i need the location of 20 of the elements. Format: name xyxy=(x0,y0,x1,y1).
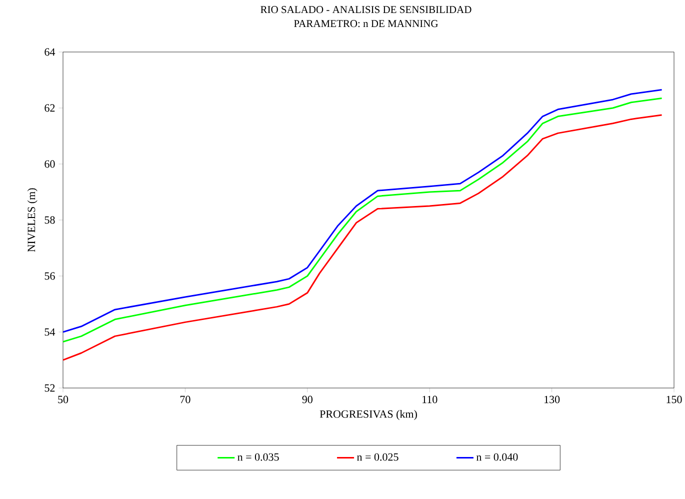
y-tick-label: 60 xyxy=(44,160,55,168)
y-tick-label: 52 xyxy=(44,384,55,392)
y-axis-title: NIVELES (m) xyxy=(27,188,38,252)
legend-label: n = 0.035 xyxy=(238,453,279,461)
y-tick-label: 62 xyxy=(44,104,55,112)
legend-label: n = 0.025 xyxy=(357,453,398,461)
chart-title: RIO SALADO - ANALISIS DE SENSIBILIDAD xyxy=(260,6,472,14)
y-tick-label: 54 xyxy=(44,328,56,336)
x-tick-label: 150 xyxy=(666,396,682,404)
x-tick-label: 50 xyxy=(58,396,68,404)
x-tick-label: 70 xyxy=(180,396,190,404)
x-tick-label: 130 xyxy=(544,396,560,404)
x-axis-title: PROGRESIVAS (km) xyxy=(320,410,417,420)
x-tick-label: 110 xyxy=(422,396,438,404)
y-tick-label: 56 xyxy=(44,272,55,280)
y-tick-label: 58 xyxy=(44,216,55,224)
x-tick-label: 90 xyxy=(302,396,312,404)
y-tick-label: 64 xyxy=(44,48,56,56)
legend-label: n = 0.040 xyxy=(476,453,518,461)
chart-subtitle: PARAMETRO: n DE MANNING xyxy=(294,20,438,28)
